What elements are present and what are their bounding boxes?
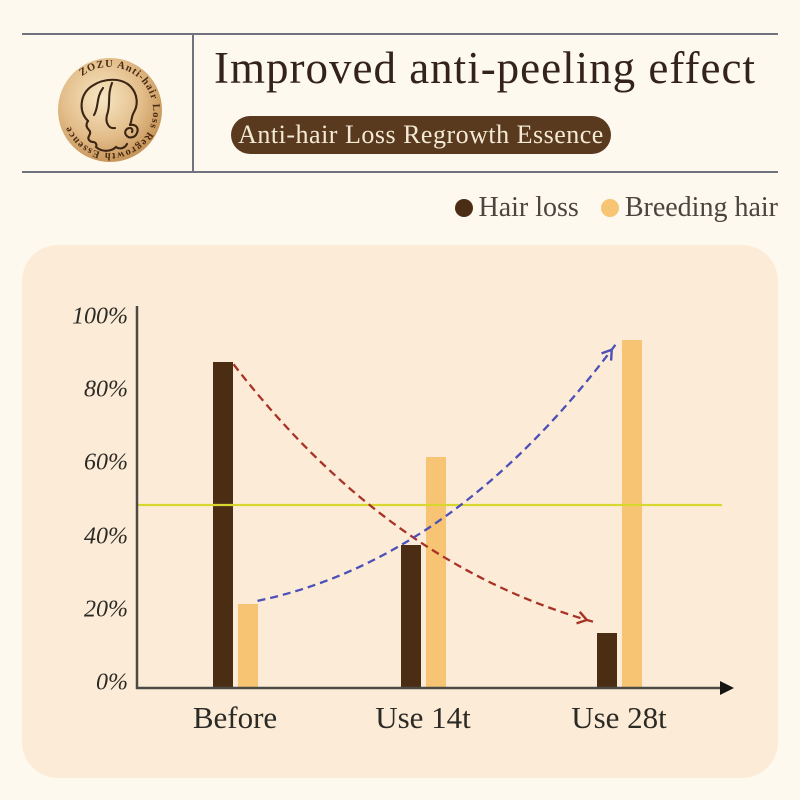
y-axis-tick-label: 100% xyxy=(72,303,128,330)
legend-label: Hair loss xyxy=(478,192,579,223)
legend-label: Breeding hair xyxy=(624,192,778,223)
y-axis-tick-label: 40% xyxy=(84,523,128,550)
y-axis-tick-label: 20% xyxy=(84,596,128,623)
bar-hair-loss xyxy=(212,362,233,688)
logo-woman-silhouette xyxy=(80,78,139,152)
header-top-rule xyxy=(22,33,778,35)
bar-breeding-hair xyxy=(621,340,642,688)
trend-arrow-breeding-hair xyxy=(257,342,618,602)
page-title: Improved anti-peeling effect xyxy=(214,43,756,93)
legend-dot-hair-loss xyxy=(454,199,473,217)
brand-seal: ZOZU Anti-hair Loss Regrowth Essence xyxy=(58,58,162,162)
x-axis-category-label: Before xyxy=(192,700,278,735)
header-bottom-rule xyxy=(22,171,778,173)
legend-item-breeding-hair: Breeding hair xyxy=(600,192,778,224)
bar-breeding-hair xyxy=(237,603,258,688)
legend-item-hair-loss: Hair loss xyxy=(454,192,579,224)
bar-hair-loss xyxy=(400,545,421,688)
y-axis-tick-label: 0% xyxy=(96,669,128,696)
trend-arrow-hair-loss xyxy=(232,363,595,625)
y-axis-tick-label: 80% xyxy=(84,376,128,403)
y-axis-tick-label: 60% xyxy=(84,449,128,476)
x-axis-category-label: Use 14t xyxy=(375,700,471,735)
product-badge: Anti-hair Loss Regrowth Essence xyxy=(231,116,611,154)
x-axis-category-label: Use 28t xyxy=(571,700,667,735)
bar-breeding-hair xyxy=(425,457,446,688)
legend-dot-breeding-hair xyxy=(600,199,619,217)
bar-hair-loss xyxy=(596,633,617,688)
header-divider xyxy=(192,33,194,173)
chart-legend: Hair loss Breeding hair xyxy=(454,192,778,224)
